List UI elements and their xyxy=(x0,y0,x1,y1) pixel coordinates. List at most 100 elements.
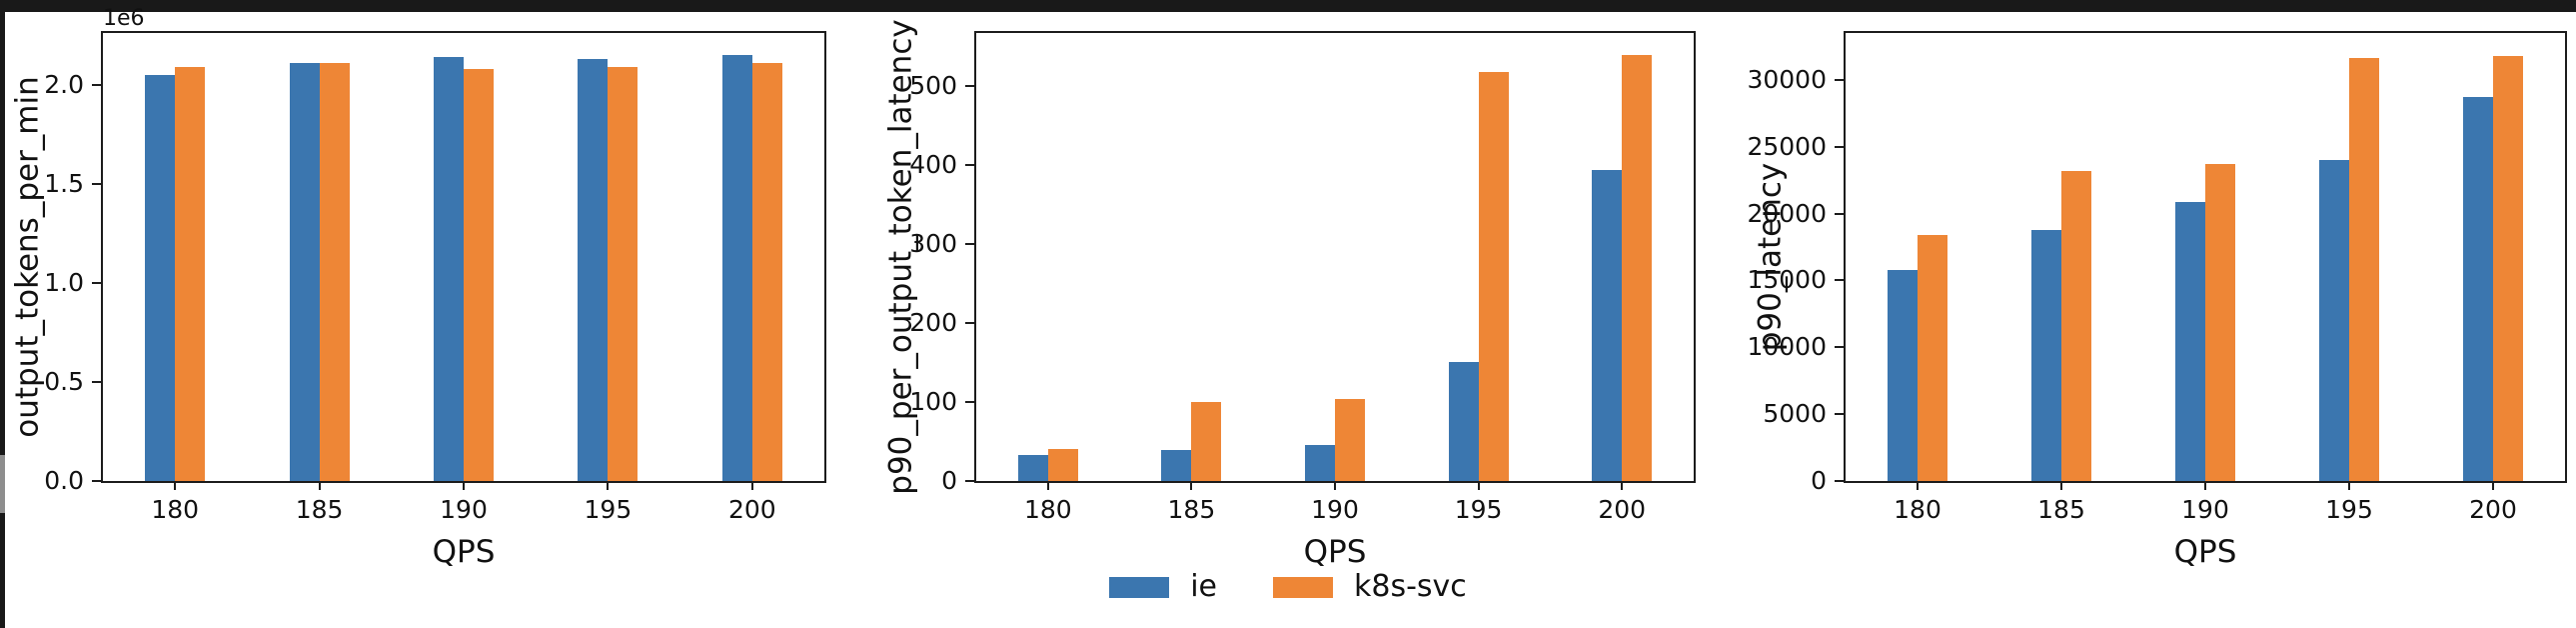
bar-ie-200 xyxy=(721,54,752,481)
bar-ie-180 xyxy=(1017,454,1048,481)
subplot-p90-per-output-token-latency: p90_per_output_token_latency QPS 0 100 200… xyxy=(883,19,1696,568)
bar-k8s-svc-185 xyxy=(319,62,350,481)
y-tick-mark xyxy=(92,480,101,482)
bar-ie-185 xyxy=(1161,450,1192,481)
y-tick-mark xyxy=(1835,480,1844,482)
bar-k8s-svc-190 xyxy=(2205,164,2235,481)
x-tick-label: 200 xyxy=(1598,495,1647,524)
y-tick-label: 200 xyxy=(909,307,957,337)
y-tick-mark xyxy=(965,321,974,324)
y-tick-label: 25000 xyxy=(1747,131,1827,161)
bar-k8s-svc-180 xyxy=(175,66,206,481)
y-tick-mark xyxy=(1835,212,1844,215)
x-tick-mark xyxy=(1621,481,1624,490)
window-left-edge xyxy=(0,0,5,628)
x-tick-mark xyxy=(1477,481,1480,490)
y-tick-mark xyxy=(965,480,974,482)
subplot-output-tokens-per-min: output_tokens_per_min QPS 1e6 0.0 0.5 1.0 1… xyxy=(10,8,826,568)
x-tick-label: 200 xyxy=(727,495,776,524)
x-tick-mark xyxy=(1190,481,1193,490)
x-axis-label: QPS xyxy=(1303,534,1367,570)
y-tick-label: 0 xyxy=(1811,466,1827,495)
bar-ie-190 xyxy=(434,56,464,481)
y-tick-mark xyxy=(965,84,974,87)
x-tick-mark xyxy=(174,481,177,490)
y-axis-offset-text: 1e6 xyxy=(103,6,145,31)
bar-k8s-svc-195 xyxy=(2349,58,2379,481)
y-tick-label: 20000 xyxy=(1747,198,1827,228)
bar-ie-200 xyxy=(1592,170,1623,481)
y-tick-mark xyxy=(1835,78,1844,81)
x-tick-mark xyxy=(1917,481,1919,490)
y-tick-label: 300 xyxy=(909,228,957,258)
legend-item-k8s-svc: k8s-svc xyxy=(1273,572,1467,602)
bar-k8s-svc-200 xyxy=(1622,55,1653,481)
x-tick-mark xyxy=(2492,481,2494,490)
legend-swatch-k8s-svc xyxy=(1273,576,1333,598)
y-tick-mark xyxy=(965,242,974,245)
x-tick-label: 180 xyxy=(151,495,200,524)
legend-label-k8s-svc: k8s-svc xyxy=(1354,569,1467,604)
x-tick-label: 180 xyxy=(1023,495,1072,524)
x-tick-mark xyxy=(318,481,321,490)
bar-ie-190 xyxy=(2175,201,2205,481)
x-tick-label: 195 xyxy=(1454,495,1503,524)
x-tick-label: 195 xyxy=(584,495,633,524)
x-tick-mark xyxy=(1334,481,1336,490)
x-tick-label: 180 xyxy=(1894,495,1941,524)
y-tick-label: 400 xyxy=(909,149,957,179)
x-axis-label: QPS xyxy=(2173,534,2237,570)
x-axis-label: QPS xyxy=(432,534,496,570)
x-tick-label: 190 xyxy=(440,495,488,524)
y-tick-mark xyxy=(92,281,101,284)
y-tick-mark xyxy=(92,380,101,383)
legend-swatch-ie xyxy=(1109,576,1170,598)
y-tick-label: 5000 xyxy=(1763,399,1827,429)
bar-ie-200 xyxy=(2463,97,2493,481)
x-tick-mark xyxy=(2348,481,2350,490)
x-tick-mark xyxy=(2060,481,2062,490)
legend: ie k8s-svc xyxy=(0,572,2576,602)
x-tick-label: 185 xyxy=(295,495,344,524)
x-tick-label: 195 xyxy=(2325,495,2373,524)
bar-k8s-svc-185 xyxy=(2061,170,2091,481)
subplot-p90-latency: p90_latency QPS 0 5000 10000 15000 20000 2500… xyxy=(1747,31,2567,568)
x-tick-label: 190 xyxy=(1311,495,1359,524)
legend-item-ie: ie xyxy=(1109,572,1217,602)
x-tick-mark xyxy=(750,481,753,490)
y-tick-mark xyxy=(965,400,974,403)
y-tick-label: 0 xyxy=(941,466,957,495)
y-tick-mark xyxy=(1835,279,1844,282)
bar-k8s-svc-200 xyxy=(2493,55,2523,481)
bar-ie-180 xyxy=(145,74,176,481)
y-tick-label: 500 xyxy=(909,70,957,100)
y-tick-label: 15000 xyxy=(1747,265,1827,295)
y-tick-mark xyxy=(92,83,101,86)
y-tick-label: 0.5 xyxy=(44,366,84,396)
y-tick-label: 1.5 xyxy=(44,168,84,198)
y-tick-label: 30000 xyxy=(1747,64,1827,94)
y-tick-mark xyxy=(1835,346,1844,349)
y-axis-label: output_tokens_per_min xyxy=(9,76,46,438)
y-tick-label: 10000 xyxy=(1747,332,1827,362)
y-tick-label: 2.0 xyxy=(44,69,84,99)
y-tick-mark xyxy=(1835,413,1844,416)
bar-k8s-svc-185 xyxy=(1191,402,1222,481)
bar-ie-185 xyxy=(2031,229,2061,481)
y-tick-label: 1.0 xyxy=(44,267,84,297)
x-tick-mark xyxy=(2204,481,2206,490)
bar-k8s-svc-195 xyxy=(608,66,639,481)
y-tick-mark xyxy=(1835,145,1844,148)
x-tick-mark xyxy=(463,481,465,490)
bar-k8s-svc-200 xyxy=(751,62,782,481)
bar-ie-190 xyxy=(1305,444,1335,481)
bar-ie-195 xyxy=(2319,160,2349,481)
x-tick-label: 185 xyxy=(1167,495,1216,524)
y-tick-mark xyxy=(965,163,974,166)
x-tick-mark xyxy=(1046,481,1049,490)
bar-ie-180 xyxy=(1888,269,1918,481)
x-tick-label: 190 xyxy=(2181,495,2229,524)
bar-k8s-svc-190 xyxy=(1335,398,1365,481)
x-tick-label: 200 xyxy=(2469,495,2517,524)
